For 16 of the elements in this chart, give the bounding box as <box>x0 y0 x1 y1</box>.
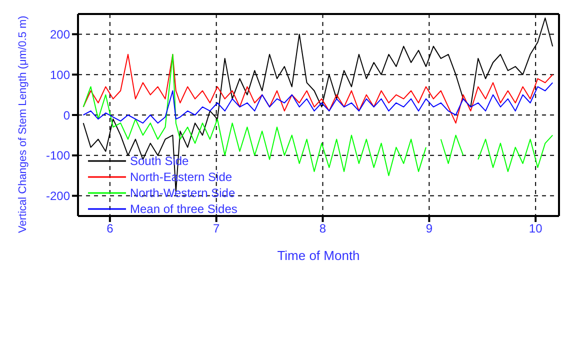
x-tick-label: 10 <box>528 222 543 236</box>
legend-label: Mean of three Sides <box>130 202 238 216</box>
legend-label: North-Western Side <box>130 186 236 200</box>
y-tick-label: 100 <box>50 68 70 82</box>
x-tick-label: 6 <box>106 222 114 236</box>
y-tick-label: -100 <box>46 148 70 163</box>
x-tick-label: 7 <box>212 222 220 236</box>
line-series <box>82 54 554 124</box>
x-axis-title: Time of Month <box>277 248 360 263</box>
y-tick-label: -200 <box>46 189 70 204</box>
line-series <box>82 82 554 124</box>
x-tick-label: 8 <box>319 222 326 236</box>
y-axis-title: Vertical Changes of Stem Length (μm/0.5 m) <box>16 16 29 233</box>
x-tick-label: 9 <box>426 222 433 236</box>
y-tick-label: 0 <box>63 108 70 122</box>
y-tick-label: 200 <box>50 27 70 42</box>
